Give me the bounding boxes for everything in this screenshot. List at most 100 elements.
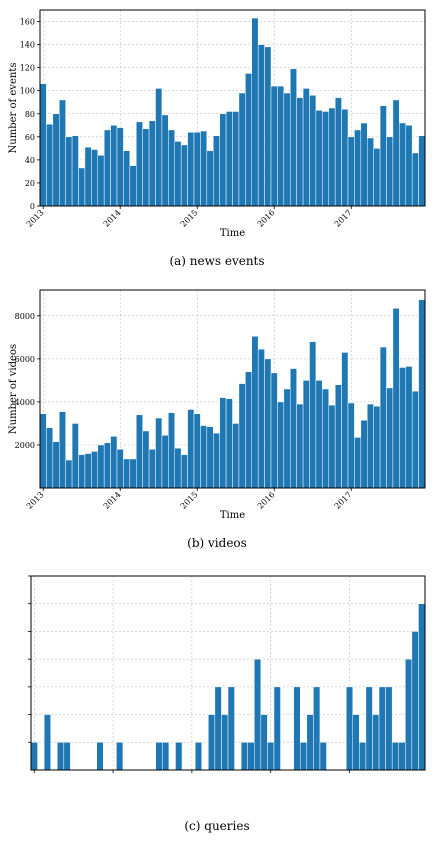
bar (411, 631, 419, 771)
bar (200, 130, 208, 207)
bar (354, 129, 362, 207)
bar (84, 453, 92, 489)
bar (225, 111, 233, 207)
bar (247, 742, 255, 771)
bar (398, 742, 406, 771)
bar (214, 686, 222, 771)
bar (309, 341, 317, 489)
bar (399, 122, 407, 207)
bar (78, 454, 86, 489)
bar (367, 403, 374, 489)
x-tick-label: 2015 (179, 208, 200, 229)
bar (65, 459, 73, 489)
y-tick-label: 140 (20, 41, 35, 50)
x-tick-label: 2016 (256, 490, 277, 511)
bar (116, 449, 124, 489)
bar (206, 150, 214, 207)
bar (264, 358, 272, 489)
figure-caption: (a) news events (169, 254, 264, 268)
bar (277, 401, 285, 489)
bar (260, 714, 268, 771)
bar (46, 427, 54, 489)
y-tick-label: 4000 (15, 398, 35, 407)
bar (251, 336, 259, 489)
bar (116, 127, 124, 207)
y-tick-label: 40 (25, 156, 35, 165)
bar (296, 403, 304, 489)
x-tick-label: 2015 (179, 490, 200, 511)
bar (283, 92, 291, 207)
bar (161, 114, 169, 207)
bar (418, 299, 426, 489)
bar (91, 149, 99, 207)
bar (200, 425, 208, 489)
y-tick-label: 8000 (15, 312, 35, 321)
bar (103, 129, 111, 207)
bar (213, 135, 220, 207)
x-tick-label: 2014 (102, 490, 123, 511)
bar (367, 137, 374, 207)
bar (379, 105, 387, 207)
plot-frame (39, 9, 426, 207)
bar (373, 148, 381, 207)
x-axis-label: Time (220, 228, 245, 239)
bar (270, 372, 278, 489)
bar (392, 308, 400, 489)
bar (270, 85, 278, 207)
bar (96, 742, 104, 771)
bar (52, 441, 60, 489)
bar (174, 447, 182, 489)
bar (46, 123, 54, 207)
y-tick-label: 120 (20, 64, 35, 73)
bar (129, 165, 137, 207)
bar (97, 155, 105, 207)
bar (411, 390, 419, 489)
bar (283, 388, 291, 489)
bar (110, 125, 118, 207)
chart-2: (c) queries (28, 575, 426, 833)
bar (110, 436, 118, 489)
bar (251, 17, 259, 207)
bar (273, 686, 281, 771)
bar (136, 414, 143, 489)
y-axis-label: Number of videos (8, 344, 19, 434)
bar (168, 412, 175, 489)
bar (155, 88, 163, 207)
bar (385, 686, 393, 771)
plot-frame (39, 289, 426, 489)
bar (290, 368, 297, 489)
bar (418, 603, 426, 771)
figure-caption: (c) queries (184, 819, 249, 833)
bar (238, 92, 246, 207)
bar (290, 68, 297, 207)
bar (71, 423, 79, 489)
bar (322, 388, 330, 489)
bar (313, 686, 321, 771)
bar (180, 454, 188, 489)
bar (334, 384, 342, 489)
bar (411, 152, 419, 207)
chart-1: 2000 4000 6000 8000 2013 2014 2015 2016 2017 Numb… (8, 289, 426, 550)
bar (71, 135, 79, 207)
bar (84, 146, 92, 207)
bar (238, 383, 246, 489)
bar (341, 108, 349, 207)
bar (175, 742, 183, 771)
bar (91, 451, 99, 489)
bar (148, 449, 156, 489)
figure-caption: (b) videos (187, 536, 247, 550)
y-tick-label: 20 (25, 179, 35, 188)
bar (52, 113, 60, 207)
bar (354, 437, 362, 489)
bar (373, 405, 381, 489)
bar (193, 413, 201, 489)
bar (245, 371, 252, 489)
bar (267, 742, 275, 771)
bar (59, 99, 66, 207)
bar (418, 135, 426, 207)
x-tick-label: 2014 (102, 208, 123, 229)
bar (352, 714, 360, 771)
bar (306, 714, 314, 771)
bar (232, 111, 240, 207)
